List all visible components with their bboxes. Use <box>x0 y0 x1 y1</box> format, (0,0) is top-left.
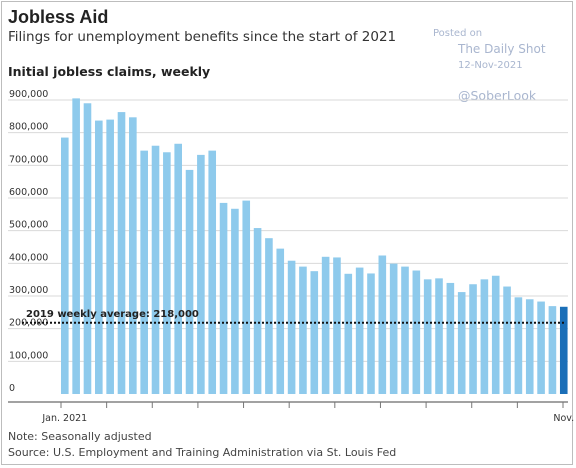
bar <box>185 169 194 394</box>
bar <box>129 117 137 394</box>
bar <box>310 271 319 394</box>
bar <box>367 273 375 394</box>
x-tick-label: Jan. 2021 <box>41 413 87 424</box>
bar <box>514 297 523 394</box>
bar <box>95 120 103 394</box>
y-tick-label: 100,000 <box>9 350 48 361</box>
bar <box>72 98 80 395</box>
y-tick-label: 800,000 <box>9 122 48 133</box>
watermark-posted-on: Posted on <box>433 28 483 39</box>
watermark-source: The Daily Shot <box>458 42 546 56</box>
bar <box>469 284 477 394</box>
chart-series-title: Initial jobless claims, weekly <box>8 64 211 79</box>
bar <box>446 282 455 394</box>
bar <box>435 278 443 394</box>
bar <box>106 119 114 394</box>
bar <box>491 275 500 394</box>
bar <box>401 266 409 394</box>
bar <box>333 257 341 394</box>
chart-subtitle: Filings for unemployment benefits since … <box>8 29 397 45</box>
y-tick-label: 500,000 <box>9 220 48 231</box>
x-tick-label: Nov. <box>553 413 574 424</box>
y-tick-label: 300,000 <box>9 285 48 296</box>
bar <box>242 200 251 394</box>
bar <box>117 112 126 394</box>
y-tick-label: 600,000 <box>9 187 48 198</box>
bar <box>140 150 148 394</box>
bar <box>548 306 557 394</box>
bar <box>412 270 421 394</box>
bar <box>151 145 160 394</box>
bar <box>174 143 182 394</box>
bar <box>457 292 466 394</box>
bar <box>321 256 330 394</box>
chart-source: Source: U.S. Employment and Training Adm… <box>8 446 397 459</box>
bar <box>355 267 364 394</box>
bar <box>253 228 262 394</box>
bar <box>299 266 307 394</box>
chart-note: Note: Seasonally adjusted <box>8 430 152 443</box>
bar <box>61 137 69 394</box>
chart-title: Jobless Aid <box>8 7 109 27</box>
watermark-handle: @SoberLook <box>458 88 537 103</box>
y-tick-label: 0 <box>9 383 15 394</box>
bar <box>537 301 545 394</box>
bar <box>503 286 511 394</box>
bar <box>389 263 398 394</box>
bar <box>287 260 296 394</box>
bar <box>83 103 92 395</box>
bar <box>219 202 228 394</box>
bar <box>197 154 205 394</box>
bar <box>265 238 273 394</box>
bar <box>559 306 568 394</box>
y-tick-label: 700,000 <box>9 154 48 165</box>
bar <box>276 248 285 394</box>
watermark-date: 12-Nov-2021 <box>458 60 523 71</box>
bar <box>163 152 171 394</box>
y-tick-label: 900,000 <box>9 89 48 100</box>
bar <box>378 255 387 394</box>
y-tick-label: 400,000 <box>9 252 48 263</box>
bar <box>208 150 217 394</box>
bar <box>480 279 489 394</box>
bar <box>525 299 534 394</box>
reference-line-label: 2019 weekly average: 218,000 <box>26 309 199 320</box>
bar <box>423 279 432 394</box>
bar <box>231 208 239 394</box>
y-tick-label: 200,000 <box>9 318 48 329</box>
bar <box>344 273 353 394</box>
